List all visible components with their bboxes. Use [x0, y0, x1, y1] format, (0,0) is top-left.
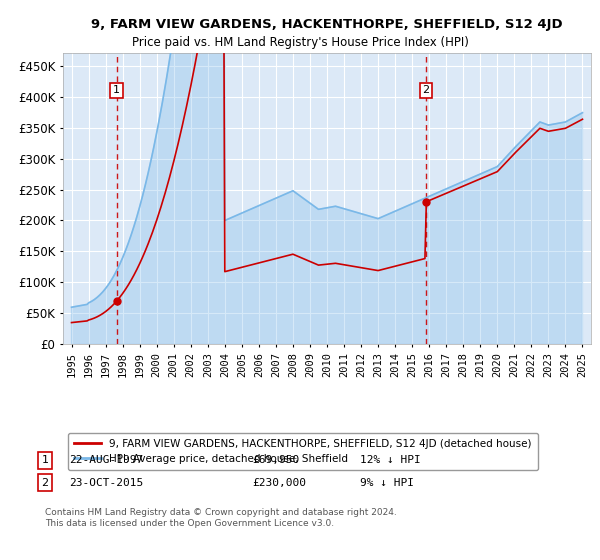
- Text: £69,950: £69,950: [252, 455, 299, 465]
- Title: 9, FARM VIEW GARDENS, HACKENTHORPE, SHEFFIELD, S12 4JD: 9, FARM VIEW GARDENS, HACKENTHORPE, SHEF…: [91, 18, 563, 31]
- Text: 22-AUG-1997: 22-AUG-1997: [69, 455, 143, 465]
- Text: 12% ↓ HPI: 12% ↓ HPI: [360, 455, 421, 465]
- Text: 9% ↓ HPI: 9% ↓ HPI: [360, 478, 414, 488]
- Text: 2: 2: [41, 478, 49, 488]
- Text: Contains HM Land Registry data © Crown copyright and database right 2024.
This d: Contains HM Land Registry data © Crown c…: [45, 508, 397, 528]
- Text: 23-OCT-2015: 23-OCT-2015: [69, 478, 143, 488]
- Text: 1: 1: [113, 85, 120, 95]
- Legend: 9, FARM VIEW GARDENS, HACKENTHORPE, SHEFFIELD, S12 4JD (detached house), HPI: Av: 9, FARM VIEW GARDENS, HACKENTHORPE, SHEF…: [68, 433, 538, 470]
- Text: 1: 1: [41, 455, 49, 465]
- Text: 2: 2: [422, 85, 430, 95]
- Text: £230,000: £230,000: [252, 478, 306, 488]
- Text: Price paid vs. HM Land Registry's House Price Index (HPI): Price paid vs. HM Land Registry's House …: [131, 36, 469, 49]
